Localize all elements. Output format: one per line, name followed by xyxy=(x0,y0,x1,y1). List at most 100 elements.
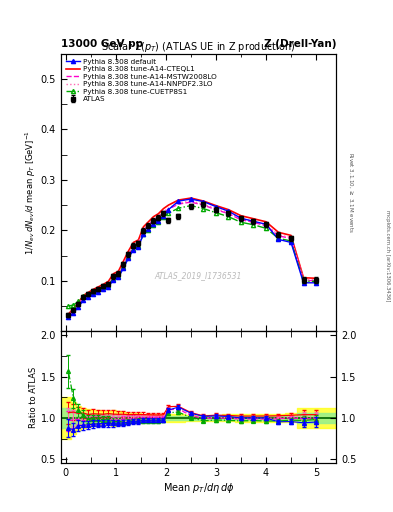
Title: Scalar $\Sigma(p_T)$ (ATLAS UE in Z production): Scalar $\Sigma(p_T)$ (ATLAS UE in Z prod… xyxy=(101,39,296,54)
Pythia 8.308 tune-A14-MSTW2008LO xyxy=(161,209,166,216)
Pythia 8.308 tune-CUETP8S1 xyxy=(136,243,141,249)
Pythia 8.308 tune-CUETP8S1 xyxy=(66,303,71,309)
Pythia 8.308 tune-A14-NNPDF2.3LO xyxy=(101,284,106,290)
Pythia 8.308 tune-A14-CTEQL1 xyxy=(251,216,256,222)
Pythia 8.308 tune-A14-NNPDF2.3LO xyxy=(71,307,76,313)
Pythia 8.308 default xyxy=(176,198,181,204)
Pythia 8.308 tune-A14-NNPDF2.3LO xyxy=(121,261,126,267)
Pythia 8.308 tune-A14-CTEQL1 xyxy=(71,306,76,312)
Legend: Pythia 8.308 default, Pythia 8.308 tune-A14-CTEQL1, Pythia 8.308 tune-A14-MSTW20: Pythia 8.308 default, Pythia 8.308 tune-… xyxy=(64,57,219,104)
Pythia 8.308 tune-A14-NNPDF2.3LO xyxy=(176,200,181,206)
Pythia 8.308 tune-A14-MSTW2008LO xyxy=(96,287,101,293)
Pythia 8.308 tune-A14-NNPDF2.3LO xyxy=(314,276,318,283)
Pythia 8.308 tune-A14-NNPDF2.3LO xyxy=(146,221,151,227)
Pythia 8.308 tune-A14-CTEQL1 xyxy=(101,281,106,287)
Pythia 8.308 tune-CUETP8S1 xyxy=(71,302,76,308)
Pythia 8.308 tune-A14-NNPDF2.3LO xyxy=(201,201,206,207)
Pythia 8.308 tune-A14-NNPDF2.3LO xyxy=(86,292,91,298)
Pythia 8.308 tune-CUETP8S1 xyxy=(276,236,281,242)
Pythia 8.308 tune-A14-NNPDF2.3LO xyxy=(151,216,156,222)
Pythia 8.308 tune-A14-NNPDF2.3LO xyxy=(156,213,161,219)
Pythia 8.308 default xyxy=(251,218,256,224)
Pythia 8.308 default xyxy=(141,231,146,237)
Pythia 8.308 tune-CUETP8S1 xyxy=(239,219,243,225)
Pythia 8.308 tune-A14-CTEQL1 xyxy=(226,206,231,212)
Pythia 8.308 tune-A14-NNPDF2.3LO xyxy=(226,209,231,216)
Pythia 8.308 tune-A14-NNPDF2.3LO xyxy=(264,222,268,228)
Pythia 8.308 tune-A14-CTEQL1 xyxy=(151,214,156,220)
Pythia 8.308 tune-A14-CTEQL1 xyxy=(116,268,121,274)
Pythia 8.308 tune-A14-CTEQL1 xyxy=(166,202,171,208)
Pythia 8.308 default xyxy=(136,244,141,250)
Pythia 8.308 tune-A14-CTEQL1 xyxy=(189,195,193,201)
Pythia 8.308 tune-A14-CTEQL1 xyxy=(146,219,151,225)
X-axis label: Mean $p_T/d\eta\, d\phi$: Mean $p_T/d\eta\, d\phi$ xyxy=(163,481,234,495)
Pythia 8.308 tune-CUETP8S1 xyxy=(86,291,91,297)
Pythia 8.308 tune-CUETP8S1 xyxy=(91,289,96,295)
Pythia 8.308 tune-CUETP8S1 xyxy=(301,278,306,284)
Pythia 8.308 tune-A14-MSTW2008LO xyxy=(131,243,136,249)
Text: mcplots.cern.ch [arXiv:1306.3436]: mcplots.cern.ch [arXiv:1306.3436] xyxy=(385,210,389,302)
Pythia 8.308 tune-A14-MSTW2008LO xyxy=(201,202,206,208)
Pythia 8.308 tune-A14-MSTW2008LO xyxy=(189,199,193,205)
Pythia 8.308 tune-CUETP8S1 xyxy=(76,298,81,305)
Y-axis label: $1/N_{ev}\, dN_{ev}/d$ mean $p_T$ [GeV]$^{-1}$: $1/N_{ev}\, dN_{ev}/d$ mean $p_T$ [GeV]$… xyxy=(24,130,38,255)
Pythia 8.308 tune-CUETP8S1 xyxy=(121,264,126,270)
Pythia 8.308 tune-A14-CTEQL1 xyxy=(314,275,318,281)
Pythia 8.308 default xyxy=(226,208,231,214)
Pythia 8.308 tune-A14-NNPDF2.3LO xyxy=(301,276,306,282)
Pythia 8.308 tune-CUETP8S1 xyxy=(141,231,146,238)
Text: ATLAS_2019_I1736531: ATLAS_2019_I1736531 xyxy=(155,271,242,280)
Line: Pythia 8.308 tune-CUETP8S1: Pythia 8.308 tune-CUETP8S1 xyxy=(66,204,318,308)
Pythia 8.308 tune-A14-MSTW2008LO xyxy=(214,206,219,212)
Pythia 8.308 tune-A14-MSTW2008LO xyxy=(288,236,293,242)
Pythia 8.308 tune-A14-CTEQL1 xyxy=(131,240,136,246)
Pythia 8.308 default xyxy=(288,240,293,246)
Pythia 8.308 tune-CUETP8S1 xyxy=(226,214,231,220)
Pythia 8.308 default xyxy=(71,310,76,316)
Pythia 8.308 tune-A14-NNPDF2.3LO xyxy=(214,205,219,211)
Pythia 8.308 default xyxy=(111,276,116,283)
Pythia 8.308 tune-A14-CTEQL1 xyxy=(121,258,126,264)
Pythia 8.308 default xyxy=(101,286,106,292)
Pythia 8.308 tune-A14-MSTW2008LO xyxy=(239,217,243,223)
Pythia 8.308 tune-A14-CTEQL1 xyxy=(176,197,181,203)
Pythia 8.308 tune-A14-MSTW2008LO xyxy=(76,302,81,308)
Y-axis label: Ratio to ATLAS: Ratio to ATLAS xyxy=(29,367,38,428)
Pythia 8.308 tune-A14-NNPDF2.3LO xyxy=(96,286,101,292)
Pythia 8.308 tune-A14-CTEQL1 xyxy=(276,229,281,236)
Pythia 8.308 tune-A14-CTEQL1 xyxy=(111,271,116,277)
Pythia 8.308 tune-A14-NNPDF2.3LO xyxy=(136,240,141,246)
Pythia 8.308 tune-CUETP8S1 xyxy=(146,227,151,233)
Pythia 8.308 tune-A14-MSTW2008LO xyxy=(151,217,156,223)
Pythia 8.308 tune-A14-MSTW2008LO xyxy=(116,272,121,279)
Pythia 8.308 tune-CUETP8S1 xyxy=(156,219,161,225)
Pythia 8.308 tune-A14-NNPDF2.3LO xyxy=(81,295,86,301)
Pythia 8.308 default xyxy=(126,255,131,261)
Pythia 8.308 tune-A14-MSTW2008LO xyxy=(126,252,131,258)
Pythia 8.308 tune-A14-CTEQL1 xyxy=(214,203,219,209)
Pythia 8.308 default xyxy=(166,206,171,212)
Pythia 8.308 tune-A14-MSTW2008LO xyxy=(264,223,268,229)
Pythia 8.308 tune-CUETP8S1 xyxy=(251,222,256,228)
Pythia 8.308 tune-A14-CTEQL1 xyxy=(126,248,131,254)
Pythia 8.308 tune-A14-MSTW2008LO xyxy=(314,278,318,284)
Pythia 8.308 default xyxy=(151,221,156,227)
Pythia 8.308 tune-A14-CTEQL1 xyxy=(301,274,306,281)
Pythia 8.308 tune-A14-NNPDF2.3LO xyxy=(106,281,111,287)
Pythia 8.308 tune-A14-NNPDF2.3LO xyxy=(189,198,193,204)
Pythia 8.308 default xyxy=(214,204,219,210)
Y-axis label: Rivet 3.1.10, $\geq$ 3.1M events: Rivet 3.1.10, $\geq$ 3.1M events xyxy=(347,152,354,233)
Pythia 8.308 tune-A14-MSTW2008LO xyxy=(251,219,256,225)
Pythia 8.308 tune-A14-NNPDF2.3LO xyxy=(66,312,71,318)
Pythia 8.308 tune-A14-CTEQL1 xyxy=(136,237,141,243)
Pythia 8.308 tune-A14-MSTW2008LO xyxy=(276,233,281,239)
Pythia 8.308 tune-CUETP8S1 xyxy=(201,205,206,211)
Text: Z (Drell-Yan): Z (Drell-Yan) xyxy=(264,38,336,49)
Pythia 8.308 default xyxy=(156,218,161,224)
Pythia 8.308 default xyxy=(76,304,81,310)
Pythia 8.308 default xyxy=(161,213,166,219)
Pythia 8.308 tune-CUETP8S1 xyxy=(161,214,166,220)
Pythia 8.308 tune-CUETP8S1 xyxy=(151,222,156,228)
Pythia 8.308 default xyxy=(81,297,86,304)
